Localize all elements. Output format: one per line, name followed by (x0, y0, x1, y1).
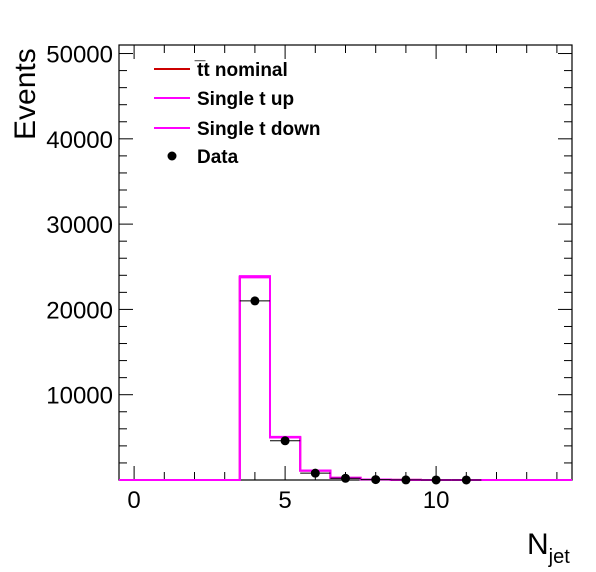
data-point (371, 475, 381, 485)
hist-line-t-t-nominal (119, 276, 572, 481)
data-point (431, 475, 441, 485)
y-tick-label: 10000 (46, 383, 113, 410)
legend-label: Single t down (197, 119, 321, 140)
y-tick-label: 30000 (46, 212, 113, 239)
plot-frame (118, 44, 573, 481)
data-point (461, 475, 471, 485)
data-point (250, 296, 260, 306)
data-point (310, 468, 320, 478)
data-point (401, 475, 411, 485)
legend-label: t̅t nominal (194, 60, 288, 81)
y-tick-label: 20000 (46, 297, 113, 324)
legend: t̅t nominal Single t up Single t down Data (154, 60, 321, 168)
x-axis-title-main: N (527, 528, 549, 561)
x-tick-label: 10 (423, 487, 450, 514)
y-tick-label: 50000 (46, 42, 113, 69)
hist-line-single-t-down (119, 276, 572, 481)
axis-ticks (119, 45, 572, 480)
x-tick-label: 0 (127, 487, 140, 514)
x-axis-title-subscript: jet (548, 546, 571, 568)
hist-line-single-t-up (119, 275, 572, 481)
data-point (341, 473, 350, 483)
y-tick-labels: 10000 20000 30000 40000 50000 (46, 42, 113, 410)
x-axis-title: Njet (527, 528, 570, 568)
data-point (280, 436, 290, 446)
legend-label: Data (197, 147, 239, 168)
legend-marker-swatch (167, 151, 177, 161)
histogram-series (119, 275, 572, 481)
y-tick-label: 40000 (46, 127, 113, 154)
y-axis-title: Events (9, 48, 42, 140)
legend-label: Single t up (197, 89, 294, 110)
x-tick-labels: 0 5 10 (127, 487, 449, 514)
x-tick-label: 5 (278, 487, 291, 514)
data-points-series (239, 296, 482, 485)
